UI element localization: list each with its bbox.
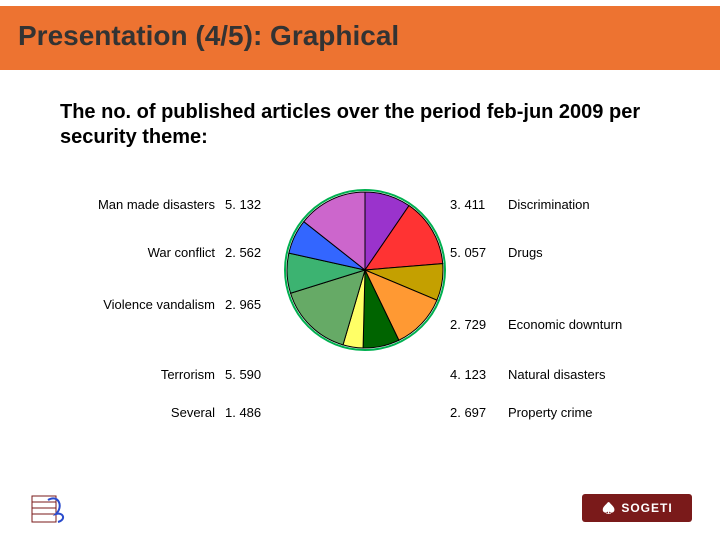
chart-area: Man made disasters5. 132 War conflict2. 5… xyxy=(0,175,720,475)
category-value: 2. 965 xyxy=(225,297,275,312)
logo-left xyxy=(28,492,68,526)
header: Presentation (4/5): Graphical xyxy=(0,0,720,80)
label-row: War conflict2. 562 xyxy=(0,245,275,260)
category-value: 3. 411 xyxy=(450,197,500,212)
category-value: 2. 562 xyxy=(225,245,275,260)
category-name: Natural disasters xyxy=(500,367,710,382)
label-row: 4. 123Natural disasters xyxy=(450,367,710,382)
label-row: 2. 729Economic downturn xyxy=(450,317,710,332)
logo-sogeti: SOGETI xyxy=(582,494,692,522)
category-value: 5. 132 xyxy=(225,197,275,212)
label-row: Several1. 486 xyxy=(0,405,275,420)
subtitle: The no. of published articles over the p… xyxy=(60,100,660,150)
slide: Presentation (4/5): Graphical The no. of… xyxy=(0,0,720,540)
logo-text: SOGETI xyxy=(621,501,672,515)
page-title: Presentation (4/5): Graphical xyxy=(18,20,399,52)
category-value: 4. 123 xyxy=(450,367,500,382)
category-name: Discrimination xyxy=(500,197,710,212)
category-value: 1. 486 xyxy=(225,405,275,420)
category-name: War conflict xyxy=(0,245,225,260)
pie-chart xyxy=(280,185,450,355)
category-value: 5. 057 xyxy=(450,245,500,260)
label-row: 2. 697Property crime xyxy=(450,405,710,420)
label-row: 3. 411Discrimination xyxy=(450,197,710,212)
category-name: Man made disasters xyxy=(0,197,225,212)
category-name: Drugs xyxy=(500,245,710,260)
label-row: 5. 057Drugs xyxy=(450,245,710,260)
category-name: Several xyxy=(0,405,225,420)
category-value: 5. 590 xyxy=(225,367,275,382)
footer: SOGETI xyxy=(0,488,720,528)
category-name: Violence vandalism xyxy=(0,297,225,312)
label-row: Terrorism5. 590 xyxy=(0,367,275,382)
label-row: Man made disasters5. 132 xyxy=(0,197,275,212)
category-value: 2. 697 xyxy=(450,405,500,420)
category-name: Property crime xyxy=(500,405,710,420)
category-name: Terrorism xyxy=(0,367,225,382)
category-name: Economic downturn xyxy=(500,317,710,332)
spade-icon xyxy=(601,501,615,515)
category-value: 2. 729 xyxy=(450,317,500,332)
label-row: Violence vandalism2. 965 xyxy=(0,297,275,312)
